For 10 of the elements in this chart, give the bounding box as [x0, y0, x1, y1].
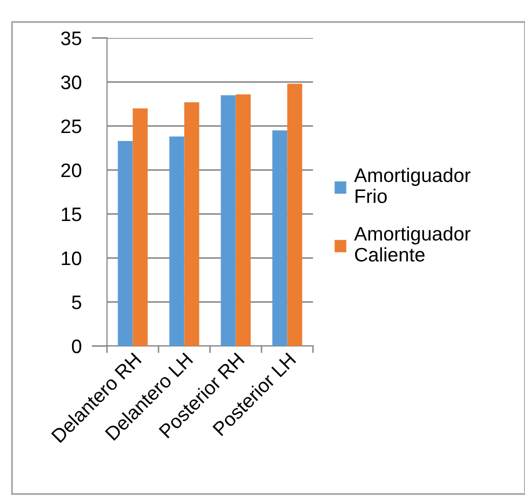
y-tick-label: 10 [62, 251, 82, 266]
y-tick-label: 35 [61, 31, 82, 46]
legend-label: Amortiguador Caliente [354, 226, 470, 262]
legend-label: Amortiguador Frio [354, 168, 470, 204]
y-tick-label: 5 [72, 296, 82, 310]
y-tick-label: 20 [61, 163, 82, 178]
y-tick-label: 0 [72, 339, 82, 354]
y-tick-label: 25 [61, 119, 82, 134]
y-tick-label: 15 [62, 208, 82, 222]
y-tick-label: 30 [61, 75, 82, 90]
